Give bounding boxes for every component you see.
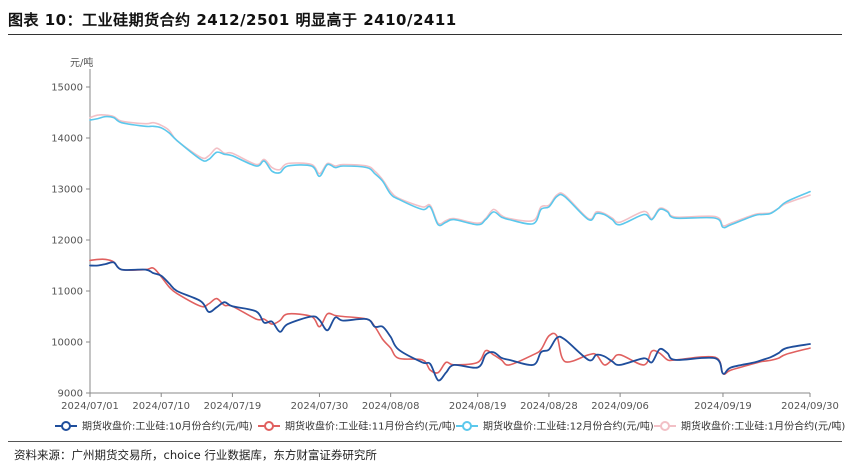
line-chart: 9000 10000 11000 12000 13000 14000 15000 2024/0… [51,56,845,433]
x-tick-label: 2024/08/19 [449,401,507,412]
legend-label: 期货收盘价:工业硅:12月份合约(元/吨) [483,420,654,433]
y-tick-label: 15000 [51,83,83,94]
x-tick-label: 2024/08/08 [362,401,420,412]
legend-label: 期货收盘价:工业硅:1月份合约(元/吨) [681,420,845,433]
chart-axes: 9000 10000 11000 12000 13000 14000 15000 2024/0… [51,69,839,412]
source-note: 资料来源：广州期货交易所，choice 行业数据库，东方财富证券研究所 [14,448,377,462]
x-tick-label: 2024/08/28 [520,401,578,412]
legend-swatch-marker [264,421,274,431]
x-tick-label: 2024/09/30 [781,401,839,412]
footer-rule [8,441,842,442]
x-tick-label: 2024/09/19 [694,401,752,412]
series-line-3 [89,115,811,229]
y-tick-label: 11000 [51,287,83,298]
legend-swatch-marker [61,421,71,431]
title-rule [8,34,842,35]
chart-legend: 期货收盘价:工业硅:10月份合约(元/吨) 期货收盘价:工业硅:11月份合约(元/… [55,420,845,433]
series-line-2 [89,258,811,375]
y-tick-label: 13000 [51,185,83,196]
series-line-1 [89,261,811,382]
legend-swatch-marker [462,421,472,431]
y-tick-label: 9000 [58,389,83,400]
y-axis-unit-label: 元/吨 [70,56,93,69]
x-tick-label: 2024/07/10 [132,401,190,412]
figure-title: 图表 10：工业硅期货合约 2412/2501 明显高于 2410/2411 [8,11,457,29]
x-tick-label: 2024/07/01 [61,401,119,412]
y-tick-label: 12000 [51,236,83,247]
legend-swatch-marker [660,421,670,431]
x-tick-label: 2024/09/06 [591,401,649,412]
series-lines [89,114,811,382]
x-tick-label: 2024/07/30 [291,401,349,412]
legend-label: 期货收盘价:工业硅:10月份合约(元/吨) [82,420,253,433]
y-tick-label: 14000 [51,134,83,145]
legend-label: 期货收盘价:工业硅:11月份合约(元/吨) [285,420,456,433]
x-tick-label: 2024/07/19 [204,401,262,412]
series-line-4 [89,114,811,227]
y-tick-label: 10000 [51,338,83,349]
